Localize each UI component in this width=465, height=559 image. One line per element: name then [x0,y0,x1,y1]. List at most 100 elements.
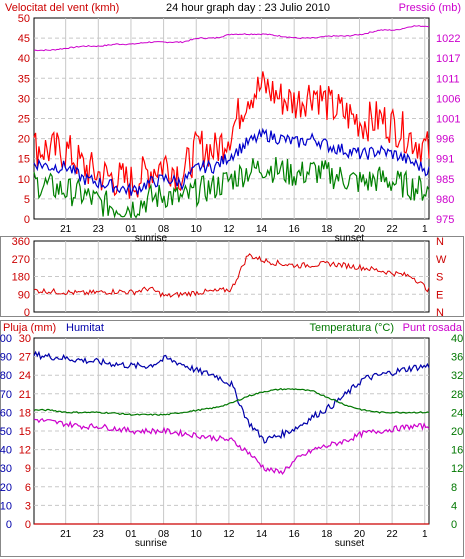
climate-x-tick-label: 1 [422,529,428,540]
humidity-y-tick-label: 10 [0,500,12,512]
humidity-y-tick-label: 50 [0,426,12,438]
humidity-y-tick-label: 0 [6,519,12,531]
climate-panel-border [0,320,464,557]
climate-x-tick-label: 21 [60,529,72,540]
pressure-line [33,25,430,52]
dewpoint-axis-label: Punt rosada [403,322,463,334]
climate-x-tick-label: 08 [158,529,170,540]
rain-y-tick-label: 21 [19,389,31,401]
direction-compass-label: E [436,289,443,301]
climate-x-tick-label: 10 [191,529,203,540]
wind-x-tick-label: 01 [125,224,137,235]
wind-sunset-label: sunset [335,233,365,244]
rain-y-tick-label: 9 [25,463,31,475]
wind-x-tick-label: 21 [60,224,72,235]
rain-y-tick-label: 30 [19,333,31,345]
temperature-y-tick-label: 32 [451,370,463,382]
pressure-y-tick-label: 980 [436,194,454,206]
wind-y-tick-label: 5 [24,194,30,206]
climate-sunset-label: sunset [335,538,365,549]
climate-x-tick-label: 16 [289,529,301,540]
humidity-y-tick-label: 90 [0,352,12,364]
wind-x-tick-label: 16 [289,224,301,235]
rain-y-tick-label: 24 [19,370,31,382]
pressure-y-tick-label: 996 [436,134,454,146]
rain-y-tick-label: 0 [25,519,31,531]
pressure-axis-label: Pressió (mb) [399,2,461,14]
temperature-y-tick-label: 16 [451,445,463,457]
wind-axis-label: Velocitat del vent (kmh) [5,2,119,14]
pressure-y-tick-label: 1017 [436,53,460,65]
climate-x-tick-label: 12 [223,529,235,540]
pressure-y-tick-label: 1006 [436,93,460,105]
wind-x-tick-label: 12 [223,224,235,235]
humidity-y-tick-label: 70 [0,389,12,401]
humidity-axis-label: Humitat [66,322,104,334]
wind-y-tick-label: 0 [24,214,30,226]
rain-y-tick-label: 18 [19,407,31,419]
rain-y-tick-label: 12 [19,445,31,457]
humidity-y-tick-label: 30 [0,463,12,475]
direction-y-tick-label: 360 [12,236,30,248]
temperature-y-tick-label: 0 [451,519,457,531]
tick-layer: 0510152025303540455097598098599199610011… [0,13,463,549]
climate-x-tick-label: 20 [354,529,366,540]
humidity-y-tick-label: 80 [0,370,12,382]
climate-x-tick-label: 18 [321,529,333,540]
rain-y-tick-label: 6 [25,482,31,494]
wind-x-tick-label: 14 [256,224,268,235]
rain-y-tick-label: 3 [25,500,31,512]
wind-gust-line [33,71,430,199]
temperature-y-tick-label: 40 [451,333,463,345]
wind-sunrise-label: sunrise [135,233,168,244]
pressure-y-tick-label: 1022 [436,33,460,45]
humidity-y-tick-label: 20 [0,482,12,494]
wind-x-tick-label: 10 [191,224,203,235]
temperature-line [33,387,430,416]
wind-y-tick-label: 20 [18,134,30,146]
series-layer [33,25,430,525]
direction-panel-border [0,236,464,317]
wind-y-tick-label: 50 [18,13,30,25]
wind-y-tick-label: 15 [18,154,30,166]
direction-y-tick-label: 180 [12,272,30,284]
humidity-y-tick-label: 100 [0,333,12,345]
rain-y-tick-label: 27 [19,352,31,364]
temperature-y-tick-label: 28 [451,389,463,401]
direction-compass-label: N [436,236,444,248]
wind-x-tick-label: 22 [387,224,399,235]
direction-y-tick-label: 90 [18,289,30,301]
humidity-y-tick-label: 40 [0,445,12,457]
wind-x-tick-label: 20 [354,224,366,235]
temperature-y-tick-label: 4 [451,500,457,512]
pressure-y-tick-label: 1011 [436,73,460,85]
wind-y-tick-label: 35 [18,73,30,85]
dewpoint-line [33,417,430,475]
direction-y-tick-label: 270 [12,254,30,266]
wind-y-tick-label: 25 [18,114,30,126]
wind-x-tick-label: 08 [158,224,170,235]
wind-y-tick-label: 40 [18,53,30,65]
direction-y-tick-label: 0 [24,307,30,319]
direction-line [33,253,430,299]
wind-x-tick-label: 1 [422,224,428,235]
temperature-y-tick-label: 8 [451,482,457,494]
rain-axis-label: Pluja (mm) [3,322,56,334]
graph-title: 24 hour graph day : 23 Julio 2010 [166,2,330,14]
wind-y-tick-label: 30 [18,93,30,105]
pressure-y-tick-label: 985 [436,174,454,186]
direction-compass-label: S [436,272,443,284]
wind-y-tick-label: 45 [18,33,30,45]
temperature-y-tick-label: 36 [451,352,463,364]
humidity-y-tick-label: 60 [0,407,12,419]
temperature-y-tick-label: 20 [451,426,463,438]
pressure-y-tick-label: 1001 [436,114,460,126]
wind-x-tick-label: 18 [321,224,333,235]
climate-x-tick-label: 23 [93,529,105,540]
direction-compass-label: N [436,307,444,319]
climate-x-tick-label: 22 [387,529,399,540]
wind-y-tick-label: 10 [18,174,30,186]
pressure-y-tick-label: 991 [436,154,454,166]
